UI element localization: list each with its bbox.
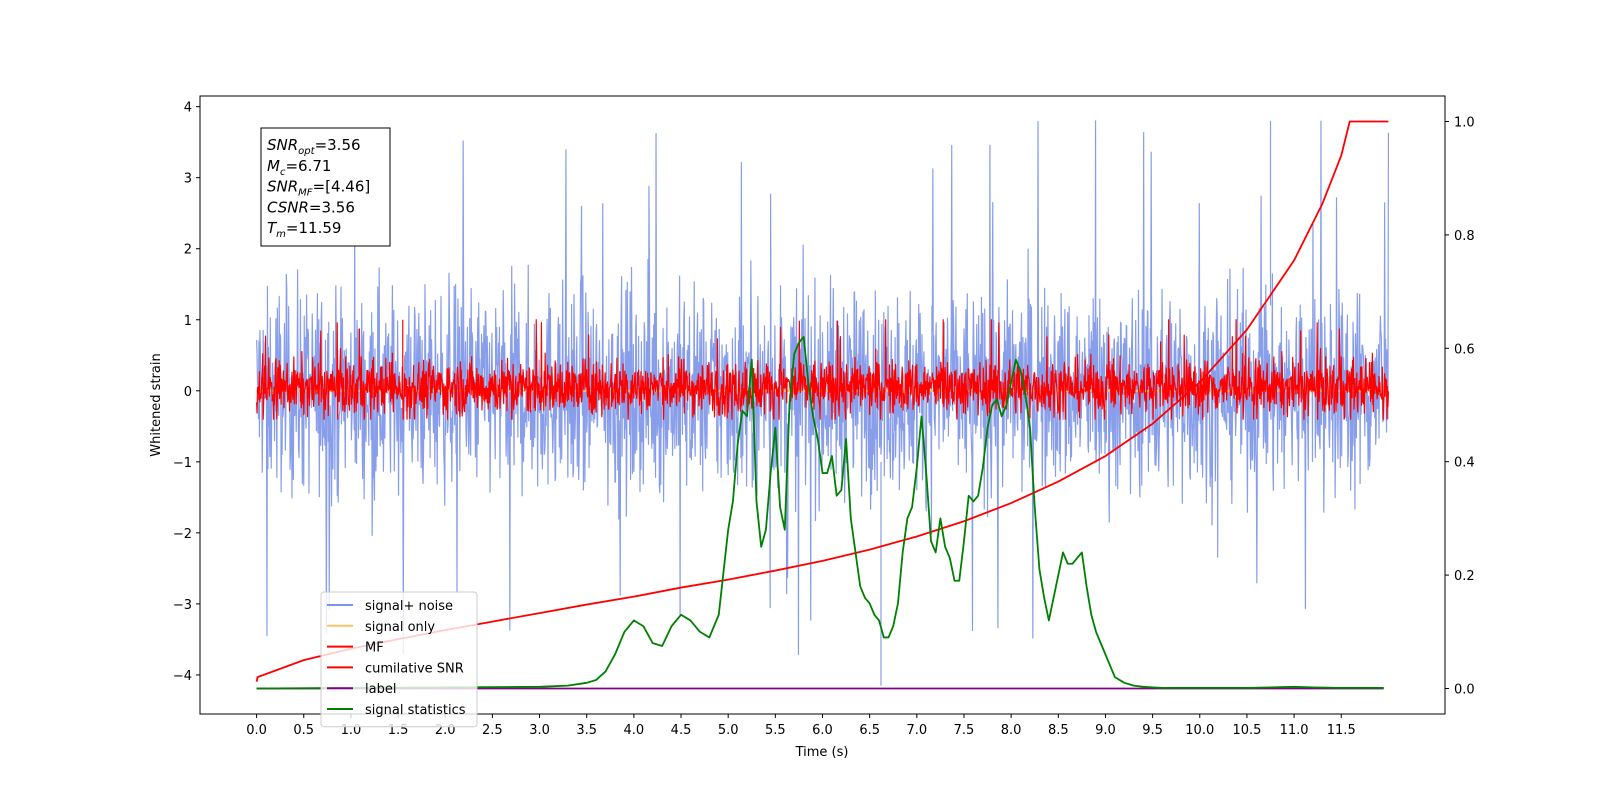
y-tick-label: 1 xyxy=(184,314,192,329)
y-tick-label: −3 xyxy=(173,598,192,613)
y-tick-label: 3 xyxy=(184,172,192,187)
y2-tick-label: 0.2 xyxy=(1454,569,1475,584)
y-axis-right: 0.0 0.2 0.4 0.6 0.8 1.0 xyxy=(1445,116,1475,697)
info-line: Tm=11.59 xyxy=(267,219,341,240)
y-axis-label: Whitened strain xyxy=(149,353,164,456)
info-line: SNRMF=[4.46] xyxy=(267,178,370,199)
x-tick-label: 10.0 xyxy=(1185,723,1214,738)
x-tick-label: 9.0 xyxy=(1095,723,1116,738)
info-box-frame xyxy=(260,127,391,247)
x-tick-label: 0.5 xyxy=(293,723,314,738)
x-tick-label: 7.0 xyxy=(906,723,927,738)
y2-tick-label: 0.8 xyxy=(1454,229,1475,244)
x-tick-label: 9.5 xyxy=(1142,723,1163,738)
x-tick-label: 8.0 xyxy=(1001,723,1022,738)
legend-label: signal statistics xyxy=(365,703,466,718)
y-axis-left: −4 −3 −2 −1 0 1 2 3 4 xyxy=(173,101,200,684)
legend-label: signal+ noise xyxy=(365,599,453,614)
legend-label: label xyxy=(365,682,396,697)
legend-label: cumilative SNR xyxy=(365,661,464,676)
x-tick-label: 5.0 xyxy=(718,723,739,738)
info-line: CSNR=3.56 xyxy=(267,198,355,216)
x-tick-label: 4.5 xyxy=(671,723,692,738)
y-tick-label: −2 xyxy=(173,527,192,542)
x-tick-label: 0.0 xyxy=(246,723,267,738)
x-tick-label: 10.5 xyxy=(1232,723,1261,738)
x-tick-label: 7.5 xyxy=(954,723,975,738)
legend-frame xyxy=(320,591,478,728)
y2-tick-label: 0.4 xyxy=(1454,456,1475,471)
legend-label: MF xyxy=(365,641,384,656)
series-mf xyxy=(255,319,1390,420)
x-tick-label: 8.5 xyxy=(1048,723,1069,738)
y2-tick-label: 1.0 xyxy=(1454,116,1475,131)
legend-label: signal only xyxy=(365,620,435,635)
x-tick-label: 4.0 xyxy=(624,723,645,738)
info-line: Mc=6.71 xyxy=(267,157,331,178)
x-tick-label: 11.0 xyxy=(1280,723,1309,738)
series-signal-statistics xyxy=(256,336,1384,690)
x-tick-label: 3.5 xyxy=(576,723,597,738)
x-axis-label: Time (s) xyxy=(795,745,849,760)
legend: signal+ noise signal only MF cumilative SNR… xyxy=(320,591,478,728)
y-tick-label: −4 xyxy=(173,669,192,684)
x-tick-label: 6.0 xyxy=(812,723,833,738)
x-tick-label: 2.5 xyxy=(482,723,503,738)
y-tick-label: −1 xyxy=(173,456,192,471)
y-tick-label: 2 xyxy=(184,243,192,258)
info-line: SNRopt=3.56 xyxy=(267,136,361,157)
y-tick-label: 4 xyxy=(184,101,192,116)
x-tick-label: 6.5 xyxy=(859,723,880,738)
y-tick-label: 0 xyxy=(184,385,192,400)
x-tick-label: 11.5 xyxy=(1327,723,1356,738)
y2-tick-label: 0.6 xyxy=(1454,342,1475,357)
x-tick-label: 5.5 xyxy=(765,723,786,738)
x-tick-label: 3.0 xyxy=(529,723,550,738)
y2-tick-label: 0.0 xyxy=(1454,682,1475,697)
